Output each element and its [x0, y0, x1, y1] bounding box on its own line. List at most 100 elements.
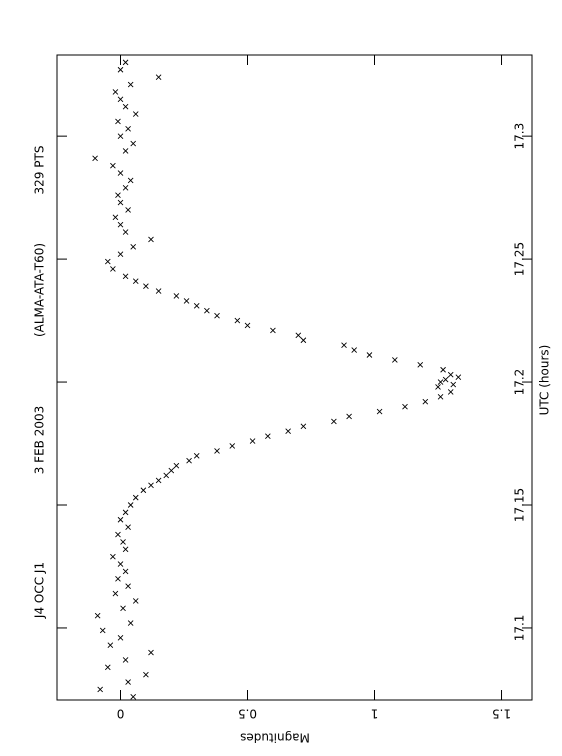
- y-tick-label: 1.5: [492, 707, 511, 721]
- data-point: [117, 96, 124, 103]
- data-point: [120, 539, 126, 545]
- data-point: [168, 467, 175, 474]
- x-axis-label: UTC (hours): [538, 345, 552, 416]
- data-point: [97, 686, 104, 693]
- data-point: [104, 664, 111, 671]
- data-point: [437, 393, 444, 400]
- x-tick-label: 17.2: [513, 369, 527, 396]
- data-point: [115, 118, 121, 125]
- data-point: [214, 312, 220, 319]
- data-point: [447, 371, 454, 378]
- data-point: [120, 605, 126, 612]
- data-point: [140, 487, 147, 494]
- data-point: [155, 288, 162, 294]
- data-point: [234, 317, 241, 324]
- data-point: [265, 433, 271, 439]
- x-tick-label: 17.3: [513, 123, 527, 150]
- data-point: [173, 462, 180, 469]
- data-point: [148, 482, 154, 489]
- x-tick-label: 17.15: [513, 488, 527, 522]
- data-point: [285, 428, 291, 435]
- data-point: [366, 352, 373, 358]
- data-point: [148, 236, 154, 243]
- data-point: [204, 307, 210, 314]
- data-point: [117, 634, 124, 641]
- data-point: [125, 679, 131, 685]
- data-point: [117, 516, 124, 523]
- data-point: [249, 438, 256, 444]
- data-point: [107, 642, 114, 648]
- data-point: [229, 443, 236, 449]
- title-text: 329 PTS: [33, 146, 47, 195]
- data-point: [122, 229, 129, 235]
- data-point: [270, 327, 276, 334]
- data-point: [376, 408, 383, 415]
- data-point: [214, 448, 220, 454]
- data-point: [117, 170, 124, 176]
- data-point: [122, 148, 129, 154]
- data-point: [112, 89, 119, 95]
- y-tick-label: 0: [117, 707, 125, 721]
- data-point: [110, 162, 116, 169]
- data-point: [99, 627, 106, 634]
- data-point: [402, 403, 408, 410]
- data-point: [125, 583, 131, 589]
- data-point: [122, 657, 129, 663]
- data-point: [122, 546, 129, 553]
- data-point: [450, 381, 457, 388]
- y-tick-label: 0.5: [238, 707, 257, 721]
- title-text: J4 OCC J1: [33, 562, 47, 619]
- data-point: [331, 418, 337, 425]
- data-point: [115, 192, 121, 198]
- data-point: [125, 207, 131, 213]
- data-point: [422, 398, 429, 405]
- data-point: [392, 357, 398, 363]
- data-point: [351, 347, 358, 353]
- data-point: [186, 457, 192, 464]
- data-point: [193, 453, 200, 459]
- data-point: [155, 477, 162, 484]
- data-point: [117, 251, 124, 257]
- data-point: [295, 332, 302, 339]
- data-point: [435, 384, 441, 390]
- data-point: [117, 561, 124, 567]
- data-point: [130, 140, 137, 147]
- data-point: [115, 531, 121, 538]
- data-point: [440, 366, 446, 373]
- data-point: [122, 568, 129, 575]
- data-point: [94, 612, 101, 619]
- x-tick-label: 17.25: [513, 242, 527, 276]
- data-point: [127, 620, 134, 626]
- data-point: [117, 133, 124, 139]
- data-point: [125, 524, 131, 530]
- data-point: [132, 111, 139, 117]
- data-point: [447, 389, 454, 395]
- data-point: [122, 103, 129, 110]
- data-point: [104, 258, 111, 265]
- data-point: [455, 374, 462, 380]
- data-point: [341, 342, 347, 348]
- data-point: [127, 502, 134, 508]
- data-point: [244, 322, 251, 329]
- data-point: [173, 293, 180, 299]
- data-point: [112, 590, 119, 597]
- data-point: [122, 59, 129, 66]
- data-point: [130, 243, 137, 250]
- data-point: [148, 649, 154, 656]
- data-point: [193, 303, 200, 309]
- data-point: [300, 337, 307, 344]
- data-point: [417, 362, 424, 368]
- title-text: 3 FEB 2003: [33, 406, 47, 475]
- y-tick-label: 1: [371, 707, 379, 721]
- data-point: [127, 81, 134, 88]
- data-point: [112, 214, 119, 221]
- data-point: [437, 379, 444, 385]
- data-point: [125, 125, 131, 132]
- data-point: [130, 693, 137, 700]
- title-text: (ALMA-ATA-T60): [33, 243, 47, 337]
- data-point: [143, 671, 149, 678]
- data-point: [115, 575, 121, 582]
- data-point: [300, 423, 307, 430]
- data-point: [117, 221, 124, 228]
